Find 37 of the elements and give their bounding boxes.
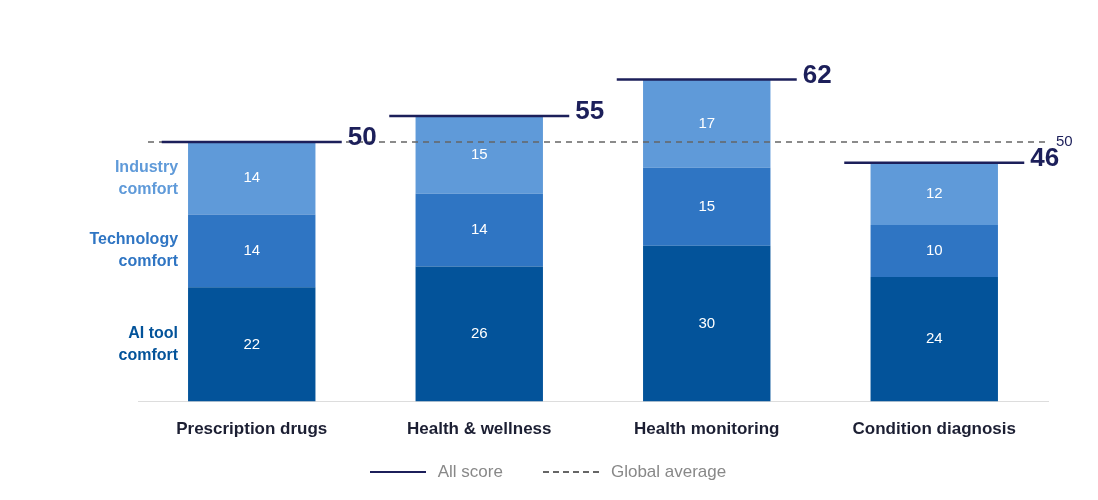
bar: [188, 141, 316, 215]
data-label: 14: [470, 220, 488, 238]
data-label: 14: [243, 241, 261, 259]
data-label: 26: [470, 324, 488, 342]
bar: [415, 193, 543, 267]
x-tick-label: Health monitoring: [634, 419, 780, 439]
data-label: 17: [698, 113, 716, 131]
bar: [870, 276, 998, 402]
data-label: 10: [925, 241, 943, 259]
data-label: 12: [925, 183, 943, 201]
data-label: 24: [925, 329, 943, 347]
bar: [643, 245, 771, 402]
bar: [870, 224, 998, 277]
text: All score: [437, 462, 503, 482]
total-label: 50: [347, 121, 377, 152]
data-label: 22: [243, 334, 261, 352]
series-label: Technology comfort: [89, 230, 179, 270]
series-label: Industry comfort: [114, 157, 179, 197]
x-tick-label: Prescription drugs: [176, 419, 328, 439]
total-label: 62: [802, 58, 832, 89]
data-label: 14: [243, 168, 261, 186]
bar: [643, 79, 771, 168]
bar: [188, 214, 316, 288]
bar: [643, 167, 771, 246]
bar: [870, 162, 998, 225]
bar: [415, 115, 543, 194]
x-tick-label: Condition diagnosis: [852, 419, 1016, 439]
ref-line-label: 50: [1056, 132, 1073, 150]
data-label: 15: [698, 196, 716, 214]
series-label: AI tool comfort: [118, 323, 179, 363]
bar: [188, 287, 316, 402]
bar: [415, 266, 543, 402]
x-tick-label: Health & wellness: [406, 419, 552, 439]
data-label: 30: [698, 313, 716, 331]
text: Global average: [610, 462, 727, 482]
data-label: 15: [470, 145, 488, 163]
total-label: 55: [575, 95, 605, 126]
